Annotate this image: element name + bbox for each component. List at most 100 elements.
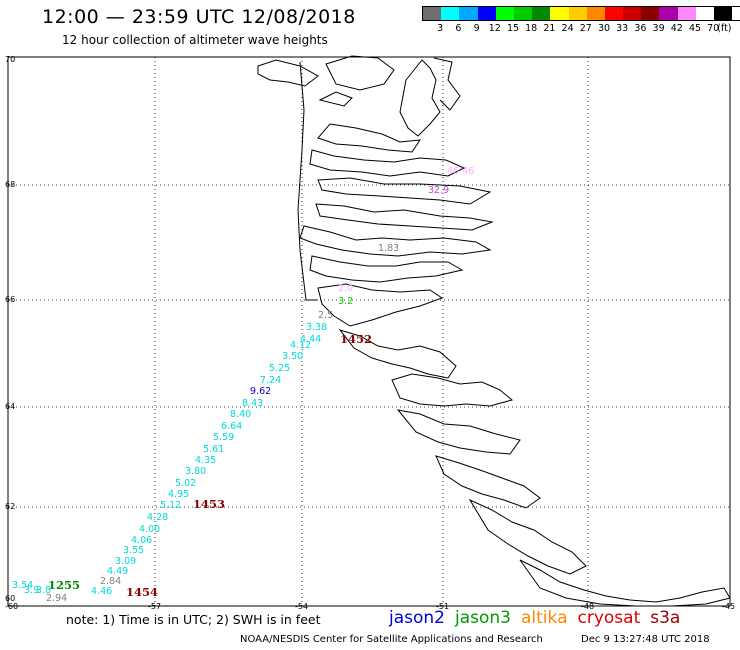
coast-segment-7 <box>317 283 444 327</box>
legend-label: 18 <box>525 23 538 34</box>
coast-outer-edge <box>297 61 318 301</box>
coast-segment-11 <box>435 455 541 509</box>
time-labels: 1452 1453 1454 1255 <box>48 332 372 599</box>
coast-segment-4 <box>315 203 494 231</box>
satellite-altika: altika <box>521 608 568 628</box>
wave-height-label: 2.94 <box>46 593 67 604</box>
coastline <box>257 55 731 607</box>
legend-label: 15 <box>506 23 520 34</box>
wave-height-label: 2.0 <box>338 283 353 294</box>
legend-swatch <box>477 7 496 20</box>
footer-credit: NOAA/NESDIS Center for Satellite Applica… <box>240 634 543 645</box>
pass-time-label: 1452 <box>340 332 372 346</box>
legend-label: 24 <box>561 23 574 34</box>
lon-label-48: -48 <box>581 602 594 611</box>
wave-height-label: 5.59 <box>213 432 234 443</box>
wave-height-label: 3.50 <box>282 351 303 362</box>
legend-label: 9 <box>473 23 480 34</box>
legend-swatch <box>641 7 660 20</box>
coast-segment-2 <box>309 149 466 177</box>
wave-height-label: 2.5 <box>318 310 333 321</box>
wave-height-label: 3.55 <box>123 545 144 556</box>
legend-swatch <box>423 7 442 20</box>
satellite-cryosat: cryosat <box>577 608 641 628</box>
legend-label: 30 <box>597 23 611 34</box>
legend-swatch <box>695 7 714 20</box>
legend-label: 33 <box>616 23 629 34</box>
satellite-s3a: s3a <box>650 608 681 628</box>
wave-height-label: 3.38 <box>306 322 327 333</box>
wave-height-label: 5.02 <box>175 478 196 489</box>
coast-segment-6 <box>309 255 464 283</box>
satellite-jason3: jason3 <box>455 608 511 628</box>
lat-label-60: 60 <box>5 594 15 603</box>
satellite-jason2: jason2 <box>389 608 445 628</box>
wave-height-label: 5.61 <box>203 444 224 455</box>
coast-segment-1 <box>317 123 422 153</box>
wave-height-label: 4.49 <box>107 566 128 577</box>
legend-swatch <box>532 7 551 20</box>
wave-height-label: 6.64 <box>221 421 242 432</box>
coast-segment-13 <box>519 559 731 607</box>
wave-height-label: 3.54 <box>12 580 33 591</box>
legend-swatch <box>586 7 605 20</box>
legend-label: (ft) <box>717 23 732 34</box>
wave-height-label: 4.12 <box>290 340 311 351</box>
legend-label: 21 <box>543 23 556 34</box>
lon-label-54: -54 <box>295 602 308 611</box>
legend-color-bar <box>422 6 740 21</box>
legend-label: 39 <box>652 23 665 34</box>
lat-label-64: 64 <box>5 402 15 411</box>
wave-height-label: 46.46 <box>447 166 474 177</box>
legend-label: 27 <box>579 23 592 34</box>
legend-label: 70 <box>707 23 720 34</box>
legend-swatch <box>495 7 514 20</box>
lon-label-60: -60 <box>5 602 18 611</box>
coast-island-north <box>257 59 319 87</box>
coast-fjord-2 <box>433 57 461 111</box>
footer-note: note: 1) Time is in UTC; 2) SWH is in fe… <box>66 612 321 627</box>
wave-height-label: 4.28 <box>147 512 168 523</box>
wave-height-label: 3.2 <box>338 296 353 307</box>
wave-height-label: 3.8 <box>36 585 51 596</box>
legend-swatch <box>550 7 569 20</box>
wave-height-label: 1.83 <box>378 243 399 254</box>
wave-height-label: 8.43 <box>242 398 263 409</box>
coast-segment-10 <box>396 409 521 455</box>
wave-height-labels: 46.4632.91.832.02.53.23.384.444.123.505.… <box>12 166 474 604</box>
wave-height-label: 2.84 <box>100 576 121 587</box>
legend-swatch <box>441 7 460 20</box>
lat-label-66: 66 <box>5 295 15 304</box>
pass-time-label: 1255 <box>48 578 80 592</box>
wave-height-label: 4.44 <box>300 334 321 345</box>
lat-label-62: 62 <box>5 502 15 511</box>
coast-fjord-1 <box>399 59 441 137</box>
wave-height-label: 3.09 <box>115 556 136 567</box>
coast-segment-3 <box>317 177 492 205</box>
coast-island-north-2 <box>325 55 395 91</box>
legend-label: 6 <box>455 23 462 34</box>
lon-label-57: -57 <box>148 602 161 611</box>
lon-label-51: -51 <box>436 602 449 611</box>
color-legend: 3 6 9 12 15 18 21 24 27 30 33 36 39 42 45 70 (ft) <box>422 6 740 35</box>
wave-height-label: 3.80 <box>185 466 206 477</box>
wave-height-label: 4.35 <box>195 455 216 466</box>
wave-height-label: 4.95 <box>168 489 189 500</box>
coast-segment-12 <box>468 498 587 575</box>
coast-segment-8 <box>338 329 457 379</box>
legend-label: 45 <box>688 23 702 34</box>
legend-label: 42 <box>670 23 683 34</box>
lat-label-70: 70 <box>5 55 15 64</box>
legend-swatch <box>659 7 678 20</box>
legend-swatch <box>623 7 642 20</box>
wave-height-label: 7.24 <box>260 375 281 386</box>
lat-label-68: 68 <box>5 180 15 189</box>
wave-height-label: 4.06 <box>131 535 152 546</box>
legend-label: 3 <box>437 23 444 34</box>
pass-time-label: 1453 <box>193 497 225 511</box>
graticule <box>8 57 730 606</box>
legend-labels: 3 6 9 12 15 18 21 24 27 30 33 36 39 42 45 70 (ft) <box>422 21 740 35</box>
coast-segment-5 <box>299 225 492 257</box>
footer-timestamp: Dec 9 13:27:48 UTC 2018 <box>581 634 710 645</box>
